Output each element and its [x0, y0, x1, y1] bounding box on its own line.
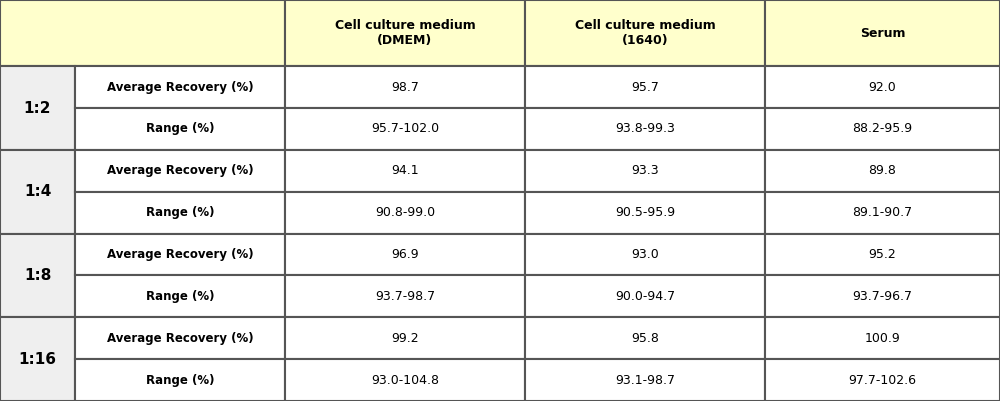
Bar: [525, 275, 765, 317]
Text: Average Recovery (%): Average Recovery (%): [107, 81, 253, 93]
Text: 99.2: 99.2: [391, 332, 419, 345]
Bar: [525, 317, 765, 359]
Bar: [0, 317, 75, 401]
Bar: [75, 108, 285, 150]
Bar: [765, 108, 1000, 150]
Bar: [75, 66, 285, 108]
Text: 98.7: 98.7: [391, 81, 419, 93]
Text: 93.7-96.7: 93.7-96.7: [852, 290, 912, 303]
Text: 93.3: 93.3: [631, 164, 659, 177]
Bar: [75, 233, 285, 275]
Text: 93.0: 93.0: [631, 248, 659, 261]
Text: Cell culture medium
(1640): Cell culture medium (1640): [575, 19, 715, 47]
Bar: [525, 233, 765, 275]
Text: Range (%): Range (%): [146, 290, 214, 303]
Text: 89.8: 89.8: [869, 164, 896, 177]
Text: Serum: Serum: [860, 26, 905, 40]
Bar: [765, 275, 1000, 317]
Text: 89.1-90.7: 89.1-90.7: [852, 206, 913, 219]
Text: 97.7-102.6: 97.7-102.6: [848, 374, 916, 387]
Bar: [285, 359, 525, 401]
Bar: [285, 0, 525, 66]
Bar: [765, 66, 1000, 108]
Text: 90.8-99.0: 90.8-99.0: [375, 206, 435, 219]
Bar: [525, 0, 765, 66]
Text: Average Recovery (%): Average Recovery (%): [107, 332, 253, 345]
Text: 1:2: 1:2: [24, 101, 51, 115]
Text: 93.1-98.7: 93.1-98.7: [615, 374, 675, 387]
Text: Range (%): Range (%): [146, 206, 214, 219]
Bar: [75, 192, 285, 233]
Text: 1:8: 1:8: [24, 268, 51, 283]
Text: 1:4: 1:4: [24, 184, 51, 199]
Bar: [765, 150, 1000, 192]
Bar: [75, 150, 285, 192]
Bar: [285, 66, 525, 108]
Text: Average Recovery (%): Average Recovery (%): [107, 164, 253, 177]
Bar: [765, 192, 1000, 233]
Text: 1:16: 1:16: [18, 352, 56, 367]
Text: 90.5-95.9: 90.5-95.9: [615, 206, 675, 219]
Bar: [765, 359, 1000, 401]
Text: Average Recovery (%): Average Recovery (%): [107, 248, 253, 261]
Bar: [765, 233, 1000, 275]
Bar: [525, 192, 765, 233]
Text: 93.0-104.8: 93.0-104.8: [371, 374, 439, 387]
Text: Range (%): Range (%): [146, 374, 214, 387]
Bar: [525, 66, 765, 108]
Bar: [285, 150, 525, 192]
Bar: [285, 317, 525, 359]
Bar: [75, 275, 285, 317]
Bar: [75, 317, 285, 359]
Bar: [765, 317, 1000, 359]
Text: 94.1: 94.1: [391, 164, 419, 177]
Text: 95.2: 95.2: [869, 248, 896, 261]
Bar: [525, 150, 765, 192]
Bar: [75, 359, 285, 401]
Text: 95.7-102.0: 95.7-102.0: [371, 122, 439, 136]
Text: 93.7-98.7: 93.7-98.7: [375, 290, 435, 303]
Bar: [525, 359, 765, 401]
Bar: [285, 108, 525, 150]
Text: 100.9: 100.9: [865, 332, 900, 345]
Text: 90.0-94.7: 90.0-94.7: [615, 290, 675, 303]
Bar: [525, 108, 765, 150]
Bar: [285, 275, 525, 317]
Bar: [285, 192, 525, 233]
Bar: [0, 233, 75, 317]
Text: Cell culture medium
(DMEM): Cell culture medium (DMEM): [335, 19, 475, 47]
Text: 88.2-95.9: 88.2-95.9: [852, 122, 913, 136]
Text: 96.9: 96.9: [391, 248, 419, 261]
Text: 92.0: 92.0: [869, 81, 896, 93]
Bar: [765, 0, 1000, 66]
Bar: [0, 150, 75, 233]
Text: Range (%): Range (%): [146, 122, 214, 136]
Bar: [285, 233, 525, 275]
Text: 93.8-99.3: 93.8-99.3: [615, 122, 675, 136]
Bar: [0, 66, 75, 150]
Text: 95.8: 95.8: [631, 332, 659, 345]
Bar: [0, 0, 285, 66]
Text: 95.7: 95.7: [631, 81, 659, 93]
